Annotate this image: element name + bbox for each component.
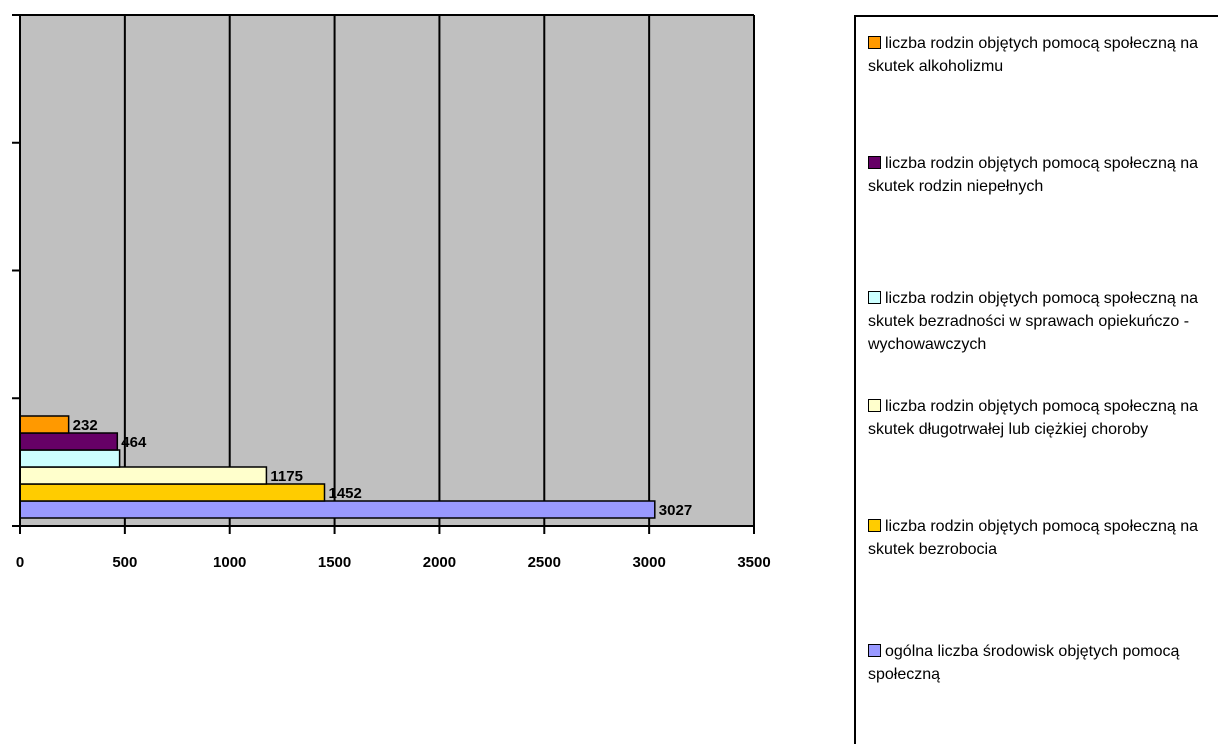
legend-label: liczba rodzin objętych pomocą społeczną … [868,155,1199,195]
legend-label: ogólna liczba środowisk objętych pomocą … [868,643,1180,683]
legend-swatch [868,644,881,657]
legend-item: liczba rodzin objętych pomocą społeczną … [868,395,1208,441]
legend-swatch [868,399,881,412]
x-tick-label: 2000 [423,554,456,571]
legend-item: liczba rodzin objętych pomocą społeczną … [868,515,1208,561]
legend-item: ogólna liczba środowisk objętych pomocą … [868,640,1208,686]
legend-swatch [868,156,881,169]
legend-swatch [868,36,881,49]
x-tick-label: 3000 [632,554,665,571]
legend-label: liczba rodzin objętych pomocą społeczną … [868,518,1199,558]
x-tick-label: 1500 [318,554,351,571]
legend-item: liczba rodzin objętych pomocą społeczną … [868,287,1208,356]
x-tick-label: 2500 [528,554,561,571]
legend-swatch [868,291,881,304]
x-tick-label: 500 [112,554,137,571]
plot-area [20,15,754,526]
bar [19,449,121,468]
x-tick-label: 0 [16,554,24,571]
bar [19,483,326,502]
legend-label: liczba rodzin objętych pomocą społeczną … [868,35,1199,75]
data-label: 464 [121,434,147,451]
bar [19,466,268,485]
data-label: 1452 [329,485,362,502]
legend-item: liczba rodzin objętych pomocą społeczną … [868,32,1208,78]
bar [19,432,119,451]
data-label: 232 [73,417,98,434]
legend-label: liczba rodzin objętych pomocą społeczną … [868,290,1199,353]
legend-item: liczba rodzin objętych pomocą społeczną … [868,152,1208,198]
data-label: 1175 [270,468,303,485]
bar-chart: 3027 1452 1175 464 232 0 500 1000 1500 2000 2500 30… [12,14,771,571]
chart-legend: liczba rodzin objętych pomocą społeczną … [854,15,1218,744]
bar [19,500,656,519]
legend-swatch [868,519,881,532]
data-label: 3027 [659,502,692,519]
legend-label: liczba rodzin objętych pomocą społeczną … [868,398,1199,438]
x-tick-label: 3500 [737,554,770,571]
bar [19,415,70,434]
x-tick-label: 1000 [213,554,246,571]
